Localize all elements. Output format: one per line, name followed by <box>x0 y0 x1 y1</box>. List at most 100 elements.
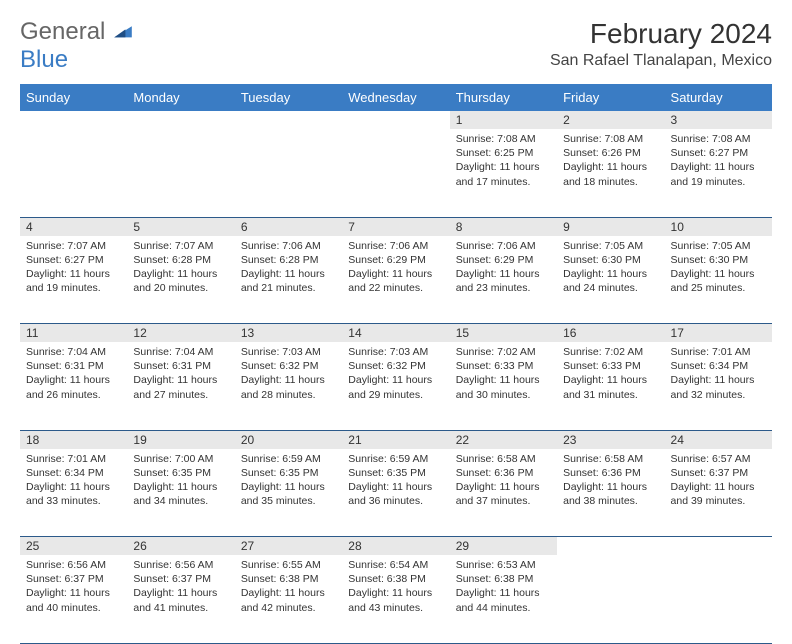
sunrise-line: Sunrise: 6:53 AM <box>456 558 551 572</box>
day-content-cell: Sunrise: 7:07 AMSunset: 6:27 PMDaylight:… <box>20 236 127 324</box>
daylight-line: Daylight: 11 hours and 37 minutes. <box>456 480 551 508</box>
sunset-line: Sunset: 6:29 PM <box>456 253 551 267</box>
sunrise-line: Sunrise: 7:02 AM <box>456 345 551 359</box>
daynum-row: 18192021222324 <box>20 430 772 449</box>
day-number-cell: 8 <box>450 217 557 236</box>
daylight-line: Daylight: 11 hours and 41 minutes. <box>133 586 228 614</box>
daylight-line: Daylight: 11 hours and 21 minutes. <box>241 267 336 295</box>
day-content-cell: Sunrise: 7:02 AMSunset: 6:33 PMDaylight:… <box>450 342 557 430</box>
weekday-header: Sunday <box>20 84 127 111</box>
daynum-row: 2526272829 <box>20 537 772 556</box>
page-title: February 2024 <box>550 18 772 50</box>
daylight-line: Daylight: 11 hours and 22 minutes. <box>348 267 443 295</box>
weekday-header: Tuesday <box>235 84 342 111</box>
weekday-header: Wednesday <box>342 84 449 111</box>
day-content-cell: Sunrise: 6:56 AMSunset: 6:37 PMDaylight:… <box>127 555 234 643</box>
day-content-cell <box>127 129 234 217</box>
daylight-line: Daylight: 11 hours and 44 minutes. <box>456 586 551 614</box>
day-content-cell <box>235 129 342 217</box>
daylight-line: Daylight: 11 hours and 43 minutes. <box>348 586 443 614</box>
sunset-line: Sunset: 6:37 PM <box>26 572 121 586</box>
day-number-cell: 29 <box>450 537 557 556</box>
content-row: Sunrise: 7:08 AMSunset: 6:25 PMDaylight:… <box>20 129 772 217</box>
sunset-line: Sunset: 6:29 PM <box>348 253 443 267</box>
location: San Rafael Tlanalapan, Mexico <box>550 52 772 70</box>
sunset-line: Sunset: 6:38 PM <box>241 572 336 586</box>
sunrise-line: Sunrise: 7:04 AM <box>133 345 228 359</box>
daylight-line: Daylight: 11 hours and 42 minutes. <box>241 586 336 614</box>
day-content-cell: Sunrise: 6:54 AMSunset: 6:38 PMDaylight:… <box>342 555 449 643</box>
sunrise-line: Sunrise: 7:05 AM <box>563 239 658 253</box>
day-number-cell: 5 <box>127 217 234 236</box>
daylight-line: Daylight: 11 hours and 40 minutes. <box>26 586 121 614</box>
sunset-line: Sunset: 6:27 PM <box>26 253 121 267</box>
day-number-cell <box>235 111 342 129</box>
sunrise-line: Sunrise: 6:58 AM <box>563 452 658 466</box>
content-row: Sunrise: 7:07 AM Sunset: 6:27 PM Daylight:… <box>20 236 772 324</box>
sunrise-line: Sunrise: 7:06 AM <box>241 239 336 253</box>
sunrise-line: Sunrise: 7:05 AM <box>671 239 766 253</box>
sunrise-line: Sunrise: 6:54 AM <box>348 558 443 572</box>
day-number-cell <box>20 111 127 129</box>
day-content-cell <box>557 555 664 643</box>
daylight-line: Daylight: 11 hours and 39 minutes. <box>671 480 766 508</box>
day-number-cell: 6 <box>235 217 342 236</box>
day-number-cell: 3 <box>665 111 772 129</box>
day-content-cell: Sunrise: 7:07 AMSunset: 6:28 PMDaylight:… <box>127 236 234 324</box>
sunrise-line: Sunrise: 6:57 AM <box>671 452 766 466</box>
day-content-cell: Sunrise: 6:56 AMSunset: 6:37 PMDaylight:… <box>20 555 127 643</box>
sunset-line: Sunset: 6:30 PM <box>671 253 766 267</box>
daylight-line: Daylight: 11 hours and 28 minutes. <box>241 373 336 401</box>
sunrise-line: Sunrise: 7:01 AM <box>671 345 766 359</box>
day-content-cell: Sunrise: 7:06 AMSunset: 6:29 PMDaylight:… <box>450 236 557 324</box>
sunset-line: Sunset: 6:35 PM <box>133 466 228 480</box>
sunrise-line: Sunrise: 7:06 AM <box>348 239 443 253</box>
daylight-line: Daylight: 11 hours and 23 minutes. <box>456 267 551 295</box>
day-number-cell: 1 <box>450 111 557 129</box>
daylight-line: Daylight: 11 hours and 25 minutes. <box>671 267 766 295</box>
daylight-line: Daylight: 11 hours and 32 minutes. <box>671 373 766 401</box>
sunset-line: Sunset: 6:25 PM <box>456 146 551 160</box>
sunrise-line: Sunrise: 6:59 AM <box>348 452 443 466</box>
sunrise-line: Sunrise: 7:04 AM <box>26 345 121 359</box>
day-content-cell: Sunrise: 6:53 AMSunset: 6:38 PMDaylight:… <box>450 555 557 643</box>
day-number-cell: 15 <box>450 324 557 343</box>
day-content-cell: Sunrise: 7:02 AMSunset: 6:33 PMDaylight:… <box>557 342 664 430</box>
sunset-line: Sunset: 6:35 PM <box>241 466 336 480</box>
sunrise-line: Sunrise: 7:07 AM <box>133 239 228 253</box>
header: GeneralBlue February 2024 San Rafael Tla… <box>20 18 772 74</box>
sunset-line: Sunset: 6:26 PM <box>563 146 658 160</box>
day-content-cell: Sunrise: 7:03 AMSunset: 6:32 PMDaylight:… <box>342 342 449 430</box>
daylight-line: Daylight: 11 hours and 34 minutes. <box>133 480 228 508</box>
sunset-line: Sunset: 6:35 PM <box>348 466 443 480</box>
day-number-cell: 20 <box>235 430 342 449</box>
sunrise-line: Sunrise: 6:56 AM <box>133 558 228 572</box>
day-number-cell: 27 <box>235 537 342 556</box>
sunrise-line: Sunrise: 6:56 AM <box>26 558 121 572</box>
day-content-cell: Sunrise: 7:06 AMSunset: 6:29 PMDaylight:… <box>342 236 449 324</box>
content-row: Sunrise: 7:01 AMSunset: 6:34 PMDaylight:… <box>20 449 772 537</box>
sunset-line: Sunset: 6:31 PM <box>26 359 121 373</box>
sunset-line: Sunset: 6:30 PM <box>563 253 658 267</box>
day-content-cell <box>20 129 127 217</box>
day-number-cell <box>127 111 234 129</box>
sunset-line: Sunset: 6:32 PM <box>348 359 443 373</box>
sunrise-line: Sunrise: 7:06 AM <box>456 239 551 253</box>
daylight-line: Daylight: 11 hours and 20 minutes. <box>133 267 228 295</box>
day-number-cell: 21 <box>342 430 449 449</box>
day-content-cell: Sunrise: 7:06 AMSunset: 6:28 PMDaylight:… <box>235 236 342 324</box>
sunset-line: Sunset: 6:33 PM <box>563 359 658 373</box>
day-content-cell: Sunrise: 6:59 AMSunset: 6:35 PMDaylight:… <box>342 449 449 537</box>
day-number-cell <box>342 111 449 129</box>
day-content-cell: Sunrise: 7:05 AMSunset: 6:30 PMDaylight:… <box>557 236 664 324</box>
day-number-cell: 26 <box>127 537 234 556</box>
daynum-row: 45678910 <box>20 217 772 236</box>
daylight-line: Daylight: 11 hours and 36 minutes. <box>348 480 443 508</box>
daylight-line: Daylight: 11 hours and 35 minutes. <box>241 480 336 508</box>
sunset-line: Sunset: 6:37 PM <box>133 572 228 586</box>
daylight-line: Daylight: 11 hours and 24 minutes. <box>563 267 658 295</box>
daylight-line: Daylight: 11 hours and 33 minutes. <box>26 480 121 508</box>
daynum-row: 123 <box>20 111 772 129</box>
day-number-cell: 4 <box>20 217 127 236</box>
sunset-line: Sunset: 6:33 PM <box>456 359 551 373</box>
